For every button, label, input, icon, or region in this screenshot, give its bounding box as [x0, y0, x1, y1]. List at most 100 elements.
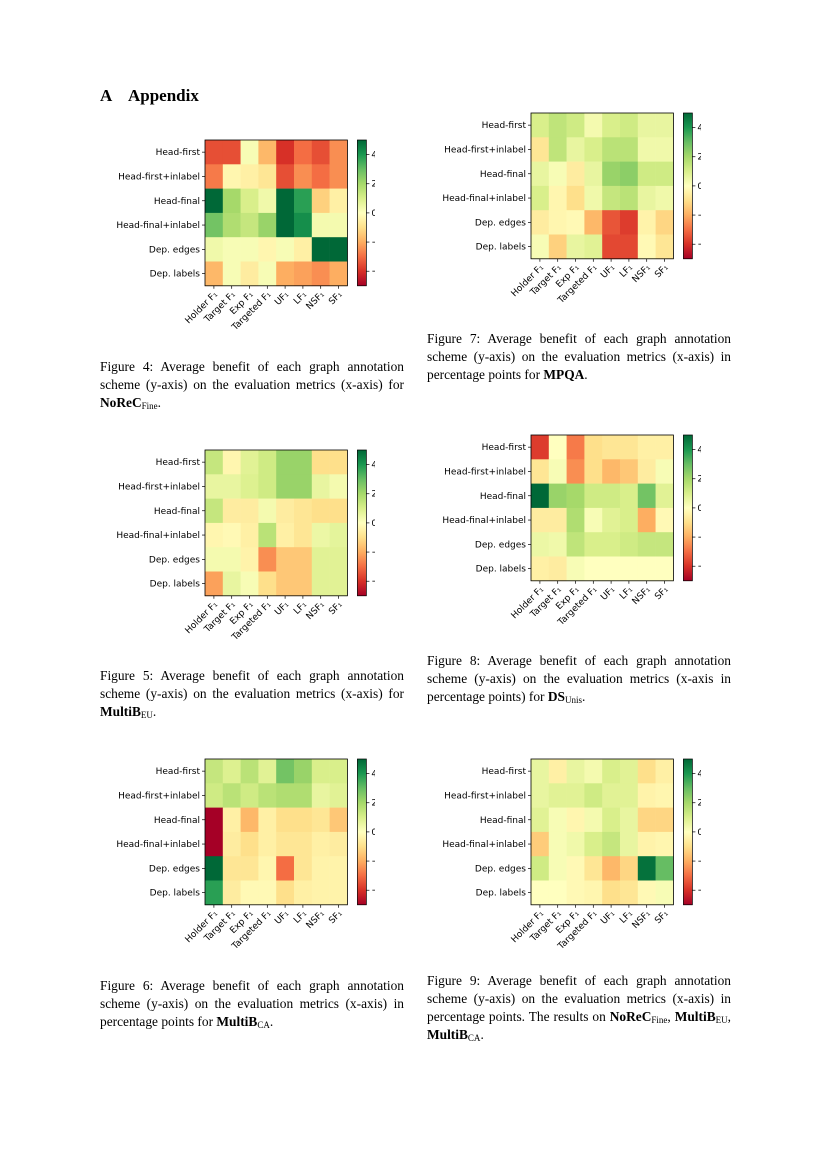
heatmap-cell	[240, 522, 259, 548]
heatmap-cell	[240, 571, 259, 597]
heatmap-cell	[602, 807, 621, 833]
y-tick-label: Head-final	[480, 492, 526, 502]
heatmap-cell	[655, 210, 674, 235]
figure-6-heatmap: Head-first Head-first+inlabel Head-final He…	[110, 751, 375, 966]
heatmap-cell	[311, 807, 330, 833]
x-tick-label: NSF₁	[631, 585, 653, 607]
colorbar-tick-label: 4	[697, 446, 701, 456]
figure-4-heatmap: Head-first Head-first+inlabel Head-final He…	[110, 132, 375, 347]
heatmap-cell	[620, 483, 639, 509]
figure-6-caption: Figure 6: Average benefit of each graph …	[100, 977, 404, 1031]
heatmap-cell	[531, 807, 550, 833]
colorbar-tick-label: 0	[371, 519, 375, 529]
heatmap-cell	[240, 164, 259, 189]
y-tick-label: Dep. labels	[476, 565, 527, 575]
caption-dataset: NoReC	[100, 395, 142, 410]
heatmap-cell	[655, 137, 674, 162]
figure-8-caption: Figure 8: Average benefit of each graph …	[427, 652, 731, 706]
caption-dataset-sub: CA	[257, 1020, 270, 1030]
heatmap-cell	[329, 759, 348, 784]
heatmap-cell	[531, 507, 550, 533]
y-tick-label: Head-final+inlabel	[116, 840, 200, 850]
heatmap-cell	[205, 522, 224, 548]
heatmap-cell	[602, 234, 621, 260]
colorbar	[357, 139, 367, 287]
heatmap-cell	[311, 450, 330, 475]
heatmap-cell	[329, 807, 348, 833]
heatmap-cell	[311, 261, 330, 287]
heatmap-cell	[294, 522, 313, 548]
heatmap-cell	[531, 210, 550, 235]
heatmap-cell	[205, 164, 224, 189]
heatmap-cell	[566, 856, 585, 881]
heatmap-cell	[548, 759, 567, 784]
heatmap-cell	[329, 783, 348, 808]
heatmap-cell	[276, 759, 295, 784]
heatmap-cell	[655, 507, 674, 533]
colorbar-tick-label: 2	[371, 180, 375, 190]
heatmap-cell	[294, 212, 313, 238]
heatmap-cell	[548, 483, 567, 509]
caption-prefix: Figure 5:	[100, 668, 154, 683]
heatmap-cell	[240, 547, 259, 572]
heatmap-cell	[276, 783, 295, 808]
heatmap-cell	[311, 783, 330, 808]
colorbar-tick-label: 0	[697, 182, 701, 192]
colorbar-tick-label: −4	[371, 267, 375, 277]
heatmap-cell	[531, 759, 550, 784]
heatmap-cell	[311, 522, 330, 548]
heatmap-cell	[205, 571, 224, 597]
heatmap-cell	[222, 831, 241, 857]
heatmap-cell	[258, 164, 277, 189]
heatmap-cell	[602, 759, 621, 784]
heatmap-cell	[294, 261, 313, 287]
caption-prefix: Figure 9:	[427, 973, 481, 988]
heatmap-cell	[531, 532, 550, 557]
heatmap-cell	[205, 188, 224, 214]
heatmap-cell	[637, 831, 656, 857]
colorbar-tick-label: −4	[371, 577, 375, 587]
heatmap-cell	[620, 234, 639, 260]
colorbar-tick-label: 0	[697, 504, 701, 514]
heatmap-cell	[294, 140, 313, 165]
caption-sep: ,	[727, 1009, 731, 1024]
heatmap-cell	[655, 783, 674, 808]
heatmap-cell	[602, 435, 621, 460]
heatmap-cell	[637, 137, 656, 162]
caption-text: Average benefit of each graph annotation…	[100, 359, 405, 392]
heatmap-cell	[240, 880, 259, 906]
y-tick-label: Head-final	[480, 816, 526, 826]
heatmap-cell	[276, 188, 295, 214]
heatmap-cell	[655, 880, 674, 906]
heatmap-cell	[584, 856, 603, 881]
caption-dataset: MultiB	[216, 1014, 258, 1029]
heatmap-cell	[655, 807, 674, 833]
colorbar-tick-label: 2	[697, 475, 701, 485]
y-tick-label: Head-final	[154, 816, 200, 826]
heatmap-cell	[584, 483, 603, 509]
caption-dataset-sub: EU	[715, 1015, 728, 1025]
heatmap-cell	[276, 212, 295, 238]
heatmap-cell	[294, 237, 313, 262]
heatmap-cell	[329, 474, 348, 499]
heatmap-cell	[602, 831, 621, 857]
y-tick-label: Head-first	[482, 767, 527, 777]
heatmap-cell	[311, 759, 330, 784]
heatmap-cell	[329, 880, 348, 906]
heatmap-cell	[566, 831, 585, 857]
heatmap-cell	[566, 532, 585, 557]
heatmap-cell	[205, 783, 224, 808]
colorbar-tick-label: −4	[371, 886, 375, 896]
heatmap-cell	[531, 435, 550, 460]
heatmap-cell	[602, 210, 621, 235]
colorbar	[357, 449, 367, 597]
heatmap-cell	[258, 571, 277, 597]
heatmap-cell	[620, 759, 639, 784]
x-tick-label: UF₁	[273, 909, 291, 927]
colorbar-tick-label: −4	[697, 886, 701, 896]
caption-dataset-sub: Fine	[141, 401, 158, 411]
heatmap-cell	[205, 831, 224, 857]
colorbar-tick-label: 4	[371, 770, 375, 780]
figure-9-caption: Figure 9: Average benefit of each graph …	[427, 972, 731, 1044]
y-tick-label: Head-final+inlabel	[116, 221, 200, 231]
